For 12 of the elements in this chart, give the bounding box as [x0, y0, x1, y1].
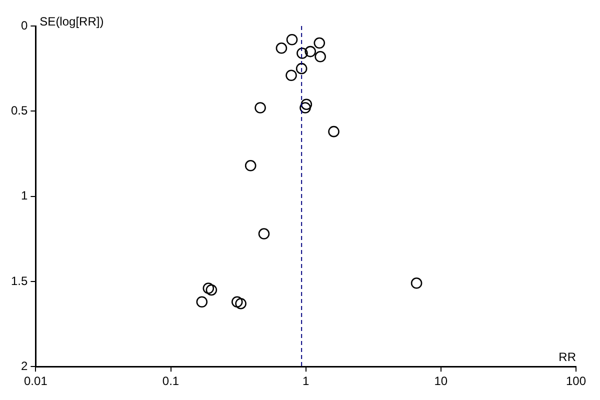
- y-tick-label: 1.5: [10, 274, 28, 288]
- x-tick-label: 0.1: [162, 374, 180, 388]
- x-axis-title: RR: [558, 350, 576, 364]
- y-tick-label: 0: [20, 18, 28, 32]
- x-tick-label: 100: [566, 374, 586, 388]
- y-tick-label: 0.5: [10, 103, 28, 118]
- x-tick-label: 0.01: [24, 374, 48, 388]
- y-axis-title: SE(log[RR]): [40, 14, 104, 28]
- y-tick-label: 2: [20, 358, 28, 373]
- y-tick-label: 1: [20, 188, 28, 203]
- x-tick-label: 10: [434, 374, 448, 388]
- x-tick-label: 1: [302, 374, 310, 388]
